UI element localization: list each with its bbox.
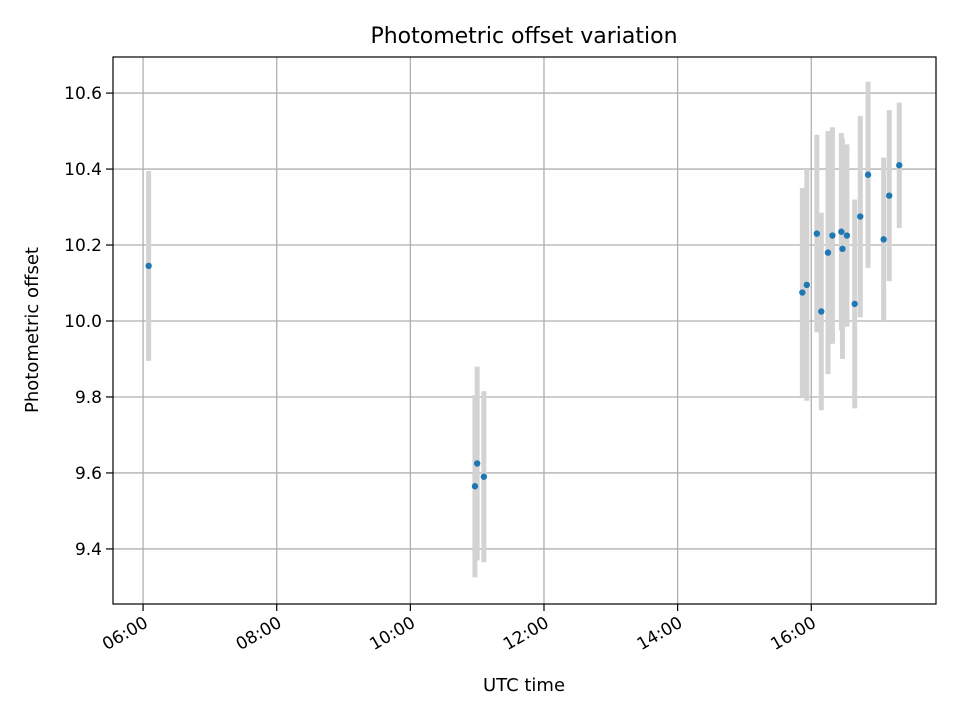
grid-lines	[113, 57, 936, 604]
data-point	[480, 473, 488, 480]
data-point	[838, 228, 845, 235]
y-tick-label: 10.4	[64, 160, 102, 180]
data-point	[851, 300, 858, 308]
y-tick-label: 9.6	[75, 464, 102, 484]
y-tick-label: 10.2	[64, 236, 102, 256]
data-point	[145, 262, 152, 270]
data-point	[824, 249, 832, 256]
y-tick-label: 10.0	[64, 312, 102, 332]
data-point	[799, 289, 806, 296]
y-axis-ticks: 9.4 9.6 9.8 10.0 10.2 10.4 10.6	[64, 84, 113, 560]
data-point	[857, 213, 864, 220]
plot-frame	[112, 56, 937, 605]
y-tick-label: 10.6	[64, 84, 102, 104]
data-point	[864, 171, 872, 178]
data-point	[803, 281, 811, 289]
data-point	[839, 245, 846, 253]
y-axis-label: Photometric offset	[22, 247, 43, 413]
data-point	[896, 162, 903, 169]
data-point	[886, 192, 893, 199]
data-point	[880, 236, 887, 243]
data-point	[471, 483, 479, 490]
data-point	[473, 460, 481, 467]
y-tick-label: 9.4	[75, 540, 102, 560]
data-points	[145, 162, 903, 490]
data-point	[843, 232, 851, 239]
chart-title: Photometric offset variation	[370, 24, 677, 49]
data-point	[813, 230, 821, 237]
y-tick-label: 9.8	[75, 388, 102, 408]
data-point	[829, 232, 836, 239]
data-point	[818, 308, 825, 315]
x-axis-label: UTC time	[483, 675, 565, 696]
